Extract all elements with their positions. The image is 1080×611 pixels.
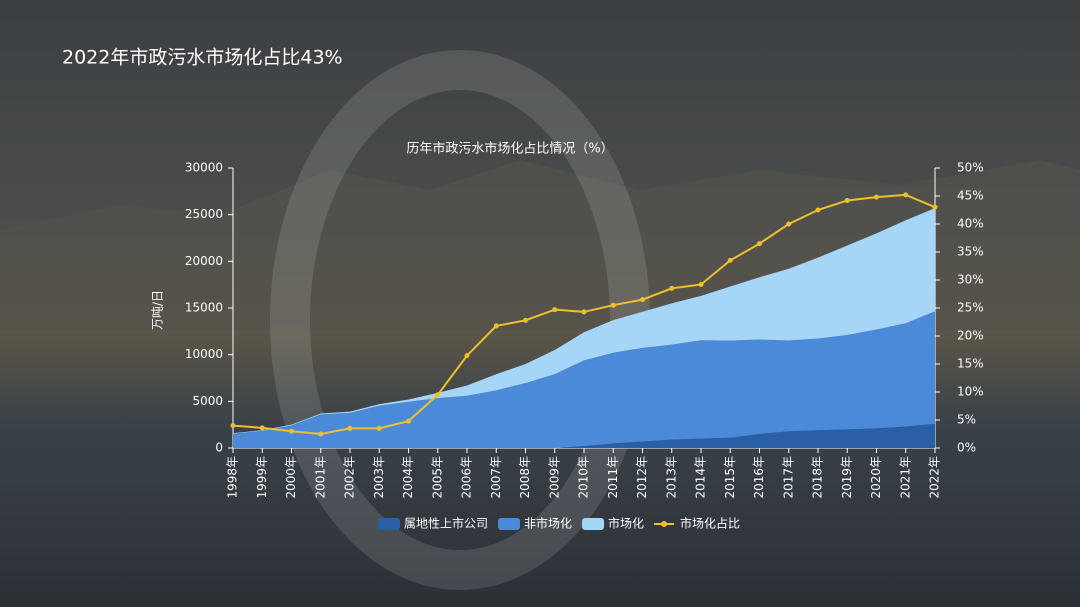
point xyxy=(493,323,499,329)
point xyxy=(435,392,441,398)
x-tick-label: 2022年 xyxy=(928,456,942,499)
legend-label: 属地性上市公司 xyxy=(404,516,488,531)
y2-tick-label: 45% xyxy=(957,189,984,203)
x-tick-label: 2010年 xyxy=(577,456,591,499)
point xyxy=(844,197,850,203)
y2-tick-label: 50% xyxy=(957,161,984,175)
legend-symbol xyxy=(378,518,400,530)
x-tick-label: 2006年 xyxy=(460,456,474,499)
y-axis-label: 万吨/日 xyxy=(151,290,165,330)
x-tick-label: 1998年 xyxy=(226,456,240,499)
point xyxy=(376,425,382,431)
y-tick-label: 25000 xyxy=(185,207,223,221)
area xyxy=(233,311,935,448)
x-tick-label: 2016年 xyxy=(752,456,766,499)
point xyxy=(698,281,704,287)
point xyxy=(289,428,294,434)
x-tick-label: 2020年 xyxy=(869,456,883,499)
y2-tick-label: 40% xyxy=(957,217,984,231)
y-tick-label: 0 xyxy=(215,441,223,455)
area xyxy=(233,208,935,434)
point xyxy=(230,423,236,429)
point xyxy=(640,297,645,303)
x-tick-label: 2021年 xyxy=(898,456,912,499)
y-tick-label: 10000 xyxy=(185,347,223,361)
y-tick-label: 5000 xyxy=(192,394,223,408)
point xyxy=(318,431,324,437)
point xyxy=(903,192,909,198)
point xyxy=(815,207,821,213)
x-tick-label: 2014年 xyxy=(694,456,708,499)
y-tick-label: 15000 xyxy=(185,301,223,315)
point xyxy=(874,194,879,200)
x-tick-label: 2011年 xyxy=(606,456,620,499)
point xyxy=(552,307,558,313)
x-tick-label: 2019年 xyxy=(840,456,854,499)
point xyxy=(610,302,616,308)
point xyxy=(932,204,938,210)
y2-tick-label: 10% xyxy=(957,385,984,399)
legend-symbol xyxy=(661,521,668,527)
legend-label: 市场化占比 xyxy=(680,516,740,531)
legend: 属地性上市公司 非市场化 市场化 市场化占比 xyxy=(378,516,740,531)
y2-tick-label: 30% xyxy=(957,273,984,287)
point xyxy=(464,353,470,359)
x-tick-label: 2004年 xyxy=(401,456,415,499)
y-tick-label: 20000 xyxy=(185,254,223,268)
y2-tick-label: 0% xyxy=(957,441,976,455)
area xyxy=(233,423,935,448)
y2-tick-label: 35% xyxy=(957,245,984,259)
legend-symbol xyxy=(582,518,605,530)
x-tick-label: 2000年 xyxy=(284,456,298,499)
x-tick-label: 2002年 xyxy=(343,456,357,499)
x-tick-label: 2012年 xyxy=(635,456,649,499)
y2-tick-label: 25% xyxy=(957,301,984,315)
point xyxy=(581,309,587,315)
x-tick-label: 2018年 xyxy=(811,456,825,499)
x-tick-label: 2017年 xyxy=(781,456,795,499)
point xyxy=(786,221,792,227)
point xyxy=(669,285,675,291)
legend-label: 非市场化 xyxy=(524,516,572,531)
point xyxy=(757,241,762,247)
x-tick-label: 2007年 xyxy=(489,456,503,499)
y2-tick-label: 5% xyxy=(957,413,976,427)
y2-tick-label: 20% xyxy=(957,329,984,343)
x-tick-label: 2003年 xyxy=(372,456,386,499)
x-tick-label: 2009年 xyxy=(547,456,561,499)
x-tick-label: 2001年 xyxy=(313,456,327,499)
y-tick-label: 30000 xyxy=(185,161,223,175)
point xyxy=(523,317,528,323)
x-tick-label: 2015年 xyxy=(723,456,737,499)
chart-title: 历年市政污水市场化占比情况（%） xyxy=(406,141,613,157)
x-tick-label: 2005年 xyxy=(430,456,444,499)
legend-symbol xyxy=(498,518,521,530)
point xyxy=(406,418,411,424)
x-tick-label: 1999年 xyxy=(255,456,269,499)
point xyxy=(259,425,265,431)
x-tick-label: 2013年 xyxy=(664,456,678,499)
point xyxy=(347,425,353,431)
point xyxy=(727,257,733,263)
x-tick-label: 2008年 xyxy=(518,456,532,499)
y2-tick-label: 15% xyxy=(957,357,984,371)
page-title: 2022年市政污水市场化占比43% xyxy=(62,47,343,69)
legend-label: 市场化 xyxy=(608,516,644,531)
